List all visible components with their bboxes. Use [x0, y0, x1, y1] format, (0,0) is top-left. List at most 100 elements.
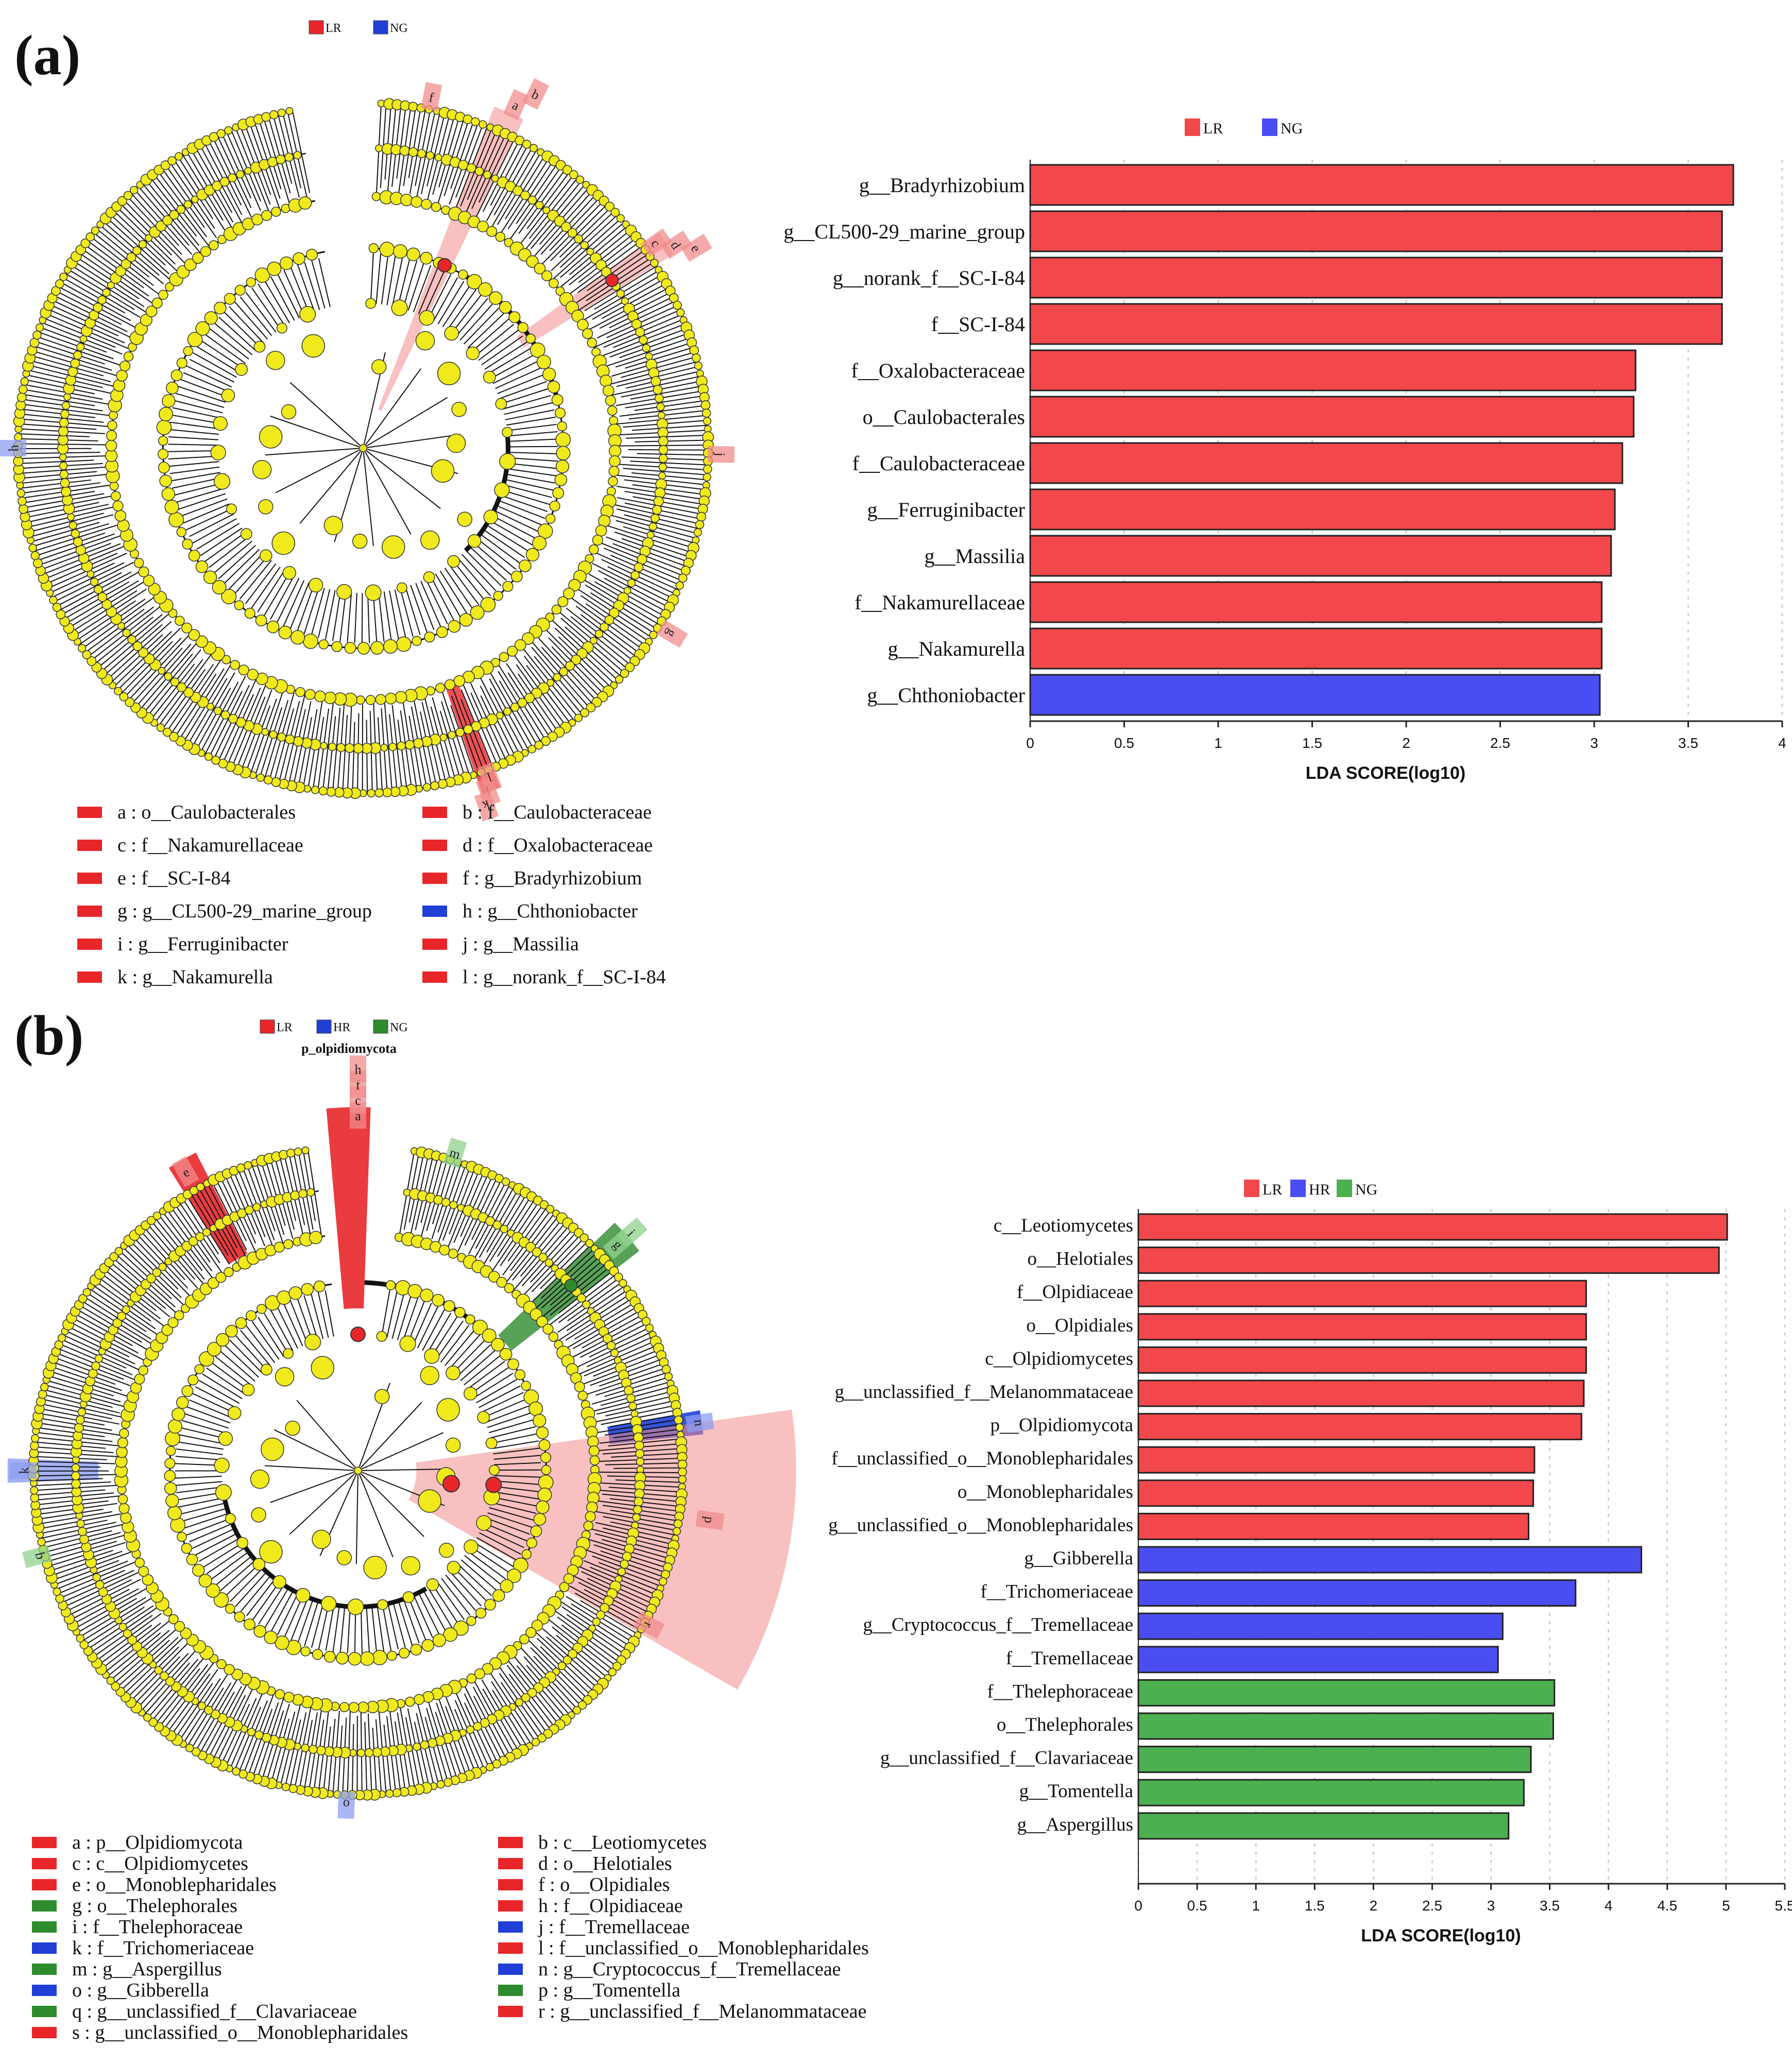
node [382, 787, 392, 797]
branch-line [38, 1417, 112, 1431]
node [232, 1767, 241, 1776]
clade-legend-swatch [32, 1921, 57, 1933]
clade-legend-text: f : o__Olpidiales [538, 1874, 670, 1896]
branch-line [451, 695, 480, 774]
branch-line [240, 1329, 271, 1367]
branch-line [489, 1196, 532, 1262]
node [59, 453, 67, 462]
legend-swatch-lr [1185, 118, 1200, 136]
node [70, 359, 80, 368]
branch-line [453, 561, 485, 601]
node [123, 1629, 132, 1639]
branch-line [183, 1413, 229, 1429]
node [169, 731, 179, 742]
branch-line [185, 508, 232, 531]
node [87, 656, 97, 666]
node [146, 1273, 157, 1284]
node [433, 1195, 443, 1205]
node [312, 1649, 323, 1660]
branch-line [206, 1547, 246, 1575]
node [49, 595, 58, 605]
node [537, 1488, 552, 1503]
branch-line [186, 1406, 231, 1424]
branch-line [398, 1600, 413, 1646]
category-label: f__Tremellaceae [1006, 1648, 1133, 1669]
node [30, 1486, 39, 1495]
branch-line [212, 1695, 246, 1761]
node [164, 1470, 176, 1482]
branch-line [33, 1456, 107, 1460]
clado-top-label: p_olpidiomycota [301, 1041, 397, 1056]
node [535, 200, 544, 210]
branch-line [297, 1599, 314, 1644]
x-tick-label: 0.5 [1114, 735, 1134, 751]
node [426, 1578, 439, 1591]
node [160, 1671, 169, 1681]
node [214, 1457, 230, 1473]
branch-line [240, 296, 272, 336]
branch-line [558, 1277, 620, 1323]
bar [1137, 1579, 1577, 1607]
clade-legend-swatch [32, 1879, 57, 1890]
clade-tag-box [633, 1612, 665, 1639]
node [256, 773, 265, 782]
clade-tag-box [640, 228, 672, 258]
node [245, 1310, 257, 1321]
branch-line [493, 1447, 540, 1455]
bar [1137, 1812, 1510, 1840]
node [146, 1216, 156, 1225]
node [151, 297, 163, 309]
branch-line [439, 570, 468, 614]
branch-line [311, 1602, 324, 1648]
clade-legend-swatch [32, 1837, 57, 1848]
node [303, 634, 318, 649]
branch-line [120, 202, 173, 256]
clade-tag: i [616, 1217, 648, 1248]
branch-line [34, 1489, 106, 1496]
node [82, 650, 92, 659]
node [308, 577, 323, 593]
node [117, 1494, 128, 1505]
node [306, 1188, 315, 1197]
branch-line [383, 591, 392, 641]
branch-line [258, 119, 282, 190]
node [71, 1479, 81, 1489]
node [538, 1253, 548, 1262]
node [339, 1702, 350, 1712]
highlighted-node [437, 258, 452, 272]
branch-line [35, 340, 105, 365]
node [519, 1634, 530, 1645]
branch-line [74, 1312, 133, 1346]
branch-line [176, 393, 225, 408]
branch-line [428, 1587, 453, 1628]
branch-line [397, 720, 408, 791]
node [658, 463, 667, 471]
node [30, 1441, 39, 1451]
branch-line [221, 133, 252, 199]
branch-line [109, 213, 166, 266]
branch-line [595, 1372, 668, 1396]
node [305, 248, 318, 261]
clade-legend-text: h : f__Olpidiaceae [538, 1895, 683, 1917]
branch-line [283, 580, 304, 626]
branch-line [526, 171, 570, 229]
node [521, 1549, 532, 1560]
clade-tag: d [660, 230, 692, 259]
node [260, 1363, 272, 1376]
branch-line [624, 514, 698, 534]
branch-line [419, 711, 437, 786]
node [441, 1198, 451, 1207]
branch-line [605, 1400, 675, 1417]
branch-line [192, 1528, 235, 1549]
branch-line [516, 1665, 564, 1722]
branch-line [508, 1674, 552, 1732]
node [515, 1698, 524, 1707]
branch-line [476, 1379, 517, 1404]
branch-line [559, 207, 611, 258]
node [537, 1733, 547, 1743]
branch-line [76, 1598, 137, 1633]
node [207, 1277, 219, 1289]
branch-line [362, 1468, 452, 1471]
category-label: g__unclassified_f__Clavariaceae [880, 1748, 1133, 1769]
branch-line [317, 589, 331, 638]
